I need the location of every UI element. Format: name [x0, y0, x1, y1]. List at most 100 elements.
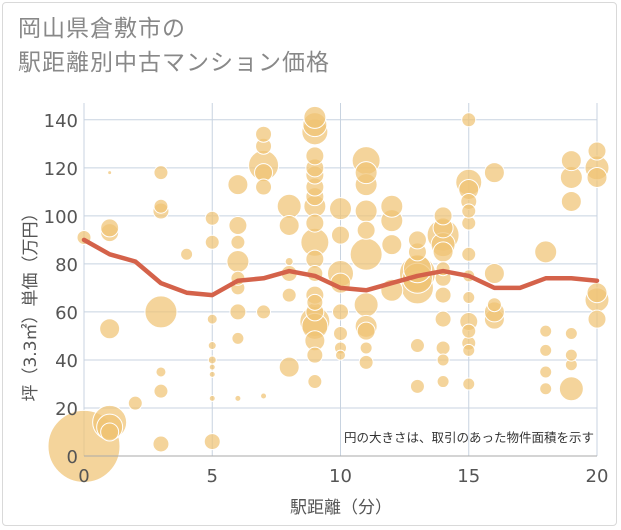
y-tick-label: 120 — [44, 159, 78, 180]
bubble-point — [461, 203, 477, 219]
bubble-point — [436, 353, 450, 367]
bubble-point — [354, 161, 378, 185]
bubble-point — [432, 241, 454, 263]
y-tick-labels: 0 20 40 60 80 100 120 140 — [44, 111, 78, 468]
bubble-point — [276, 193, 302, 219]
bubble-point — [587, 309, 607, 329]
y-tick-label: 20 — [55, 399, 78, 420]
bubble-point — [278, 356, 300, 378]
bubble-point — [208, 370, 216, 378]
bubble-point — [306, 346, 324, 364]
bubble-point — [127, 395, 143, 411]
bubble-point — [353, 292, 379, 318]
bubble-point — [227, 174, 249, 196]
bubble-point — [331, 225, 350, 245]
bubble-point — [586, 166, 608, 188]
bubble-point — [107, 170, 113, 176]
bubble-point — [281, 287, 297, 303]
bubble-point — [307, 374, 323, 390]
bubble-point — [155, 366, 167, 378]
y-axis-label: 坪（3.3㎡）単価（万円） — [21, 204, 41, 401]
bubble-point — [358, 354, 374, 370]
y-tick-label: 80 — [55, 255, 78, 276]
bubble-point — [329, 197, 352, 221]
bubble-point — [356, 220, 376, 240]
bubble-point — [356, 321, 376, 341]
y-tick-label: 60 — [55, 303, 78, 324]
bubble-point — [206, 313, 218, 325]
y-tick-label: 140 — [44, 111, 78, 132]
x-tick-label: 5 — [207, 466, 218, 487]
bubble-point — [461, 323, 477, 339]
y-tick-label: 0 — [67, 447, 78, 468]
bubble-point — [560, 150, 582, 172]
bubble-point — [436, 375, 450, 389]
bubble-point — [349, 237, 383, 271]
bubble-point — [558, 376, 584, 402]
x-tick-label: 15 — [457, 466, 480, 487]
bubble-point — [462, 343, 476, 357]
bubble-point — [359, 341, 373, 355]
bubble-point — [207, 341, 217, 351]
bubble-point — [306, 293, 324, 311]
bubble-point — [144, 295, 178, 329]
bubble-point — [409, 378, 425, 394]
bubble-point — [153, 198, 169, 214]
bubble-point — [381, 234, 403, 256]
bubble-point — [461, 112, 477, 128]
bubble-point — [435, 340, 451, 356]
x-tick-label: 0 — [78, 466, 89, 487]
bubble-point — [483, 262, 505, 284]
bubble-point — [303, 105, 327, 129]
bubble-point — [539, 382, 553, 396]
bubble-point — [153, 383, 169, 399]
bubble-point — [208, 363, 216, 371]
x-axis-label: 駅距離（分） — [290, 498, 392, 518]
bubble-point — [587, 141, 607, 161]
bubble-point — [153, 165, 169, 181]
x-tick-labels: 0 5 10 15 20 — [78, 466, 608, 487]
bubble-size-note: 円の大きさは、取引のあった物件面積を示す — [344, 430, 594, 445]
y-tick-label: 40 — [55, 351, 78, 372]
bubble-point — [534, 240, 558, 264]
trend-line — [81, 237, 600, 298]
bubble-point — [539, 365, 553, 379]
bubble-point — [100, 218, 120, 238]
bubble-point — [228, 215, 248, 235]
bubble-point — [461, 246, 477, 262]
title-line-2: 駅距離別中古マンション価格 — [18, 50, 330, 76]
bubble-point — [231, 331, 245, 345]
bubble-point — [99, 318, 121, 340]
bubble-point — [305, 213, 325, 233]
bubble-point — [486, 297, 502, 313]
chart-title: 岡山県倉敷市の 駅距離別中古マンション価格 — [18, 12, 330, 80]
bubble-point — [483, 162, 505, 184]
bubble-point — [332, 303, 349, 321]
bubbles — [47, 105, 610, 483]
bubble-point — [539, 343, 553, 357]
bubble-point — [564, 327, 578, 341]
bubble-point — [229, 303, 247, 321]
bubble-point — [207, 355, 217, 365]
y-tick-label: 100 — [44, 207, 78, 228]
bubble-point — [407, 230, 427, 250]
bubble-point — [208, 394, 216, 402]
bubble-point — [255, 125, 273, 143]
bubble-point — [152, 435, 170, 453]
bubble-point — [560, 190, 582, 212]
bubble-point — [204, 234, 220, 250]
bubble-point — [586, 282, 608, 304]
bubble-point — [434, 286, 452, 304]
x-tick-label: 20 — [586, 466, 609, 487]
bubble-point — [380, 194, 404, 218]
bubble-point — [284, 256, 294, 266]
bubble-point — [462, 291, 476, 305]
bubble-point — [333, 326, 348, 342]
bubble-point — [462, 377, 476, 391]
bubble-point — [204, 210, 220, 226]
bubble-point — [305, 146, 325, 166]
bubble-point — [255, 178, 273, 196]
bubble-point — [180, 247, 194, 261]
bubble-point — [335, 349, 346, 361]
